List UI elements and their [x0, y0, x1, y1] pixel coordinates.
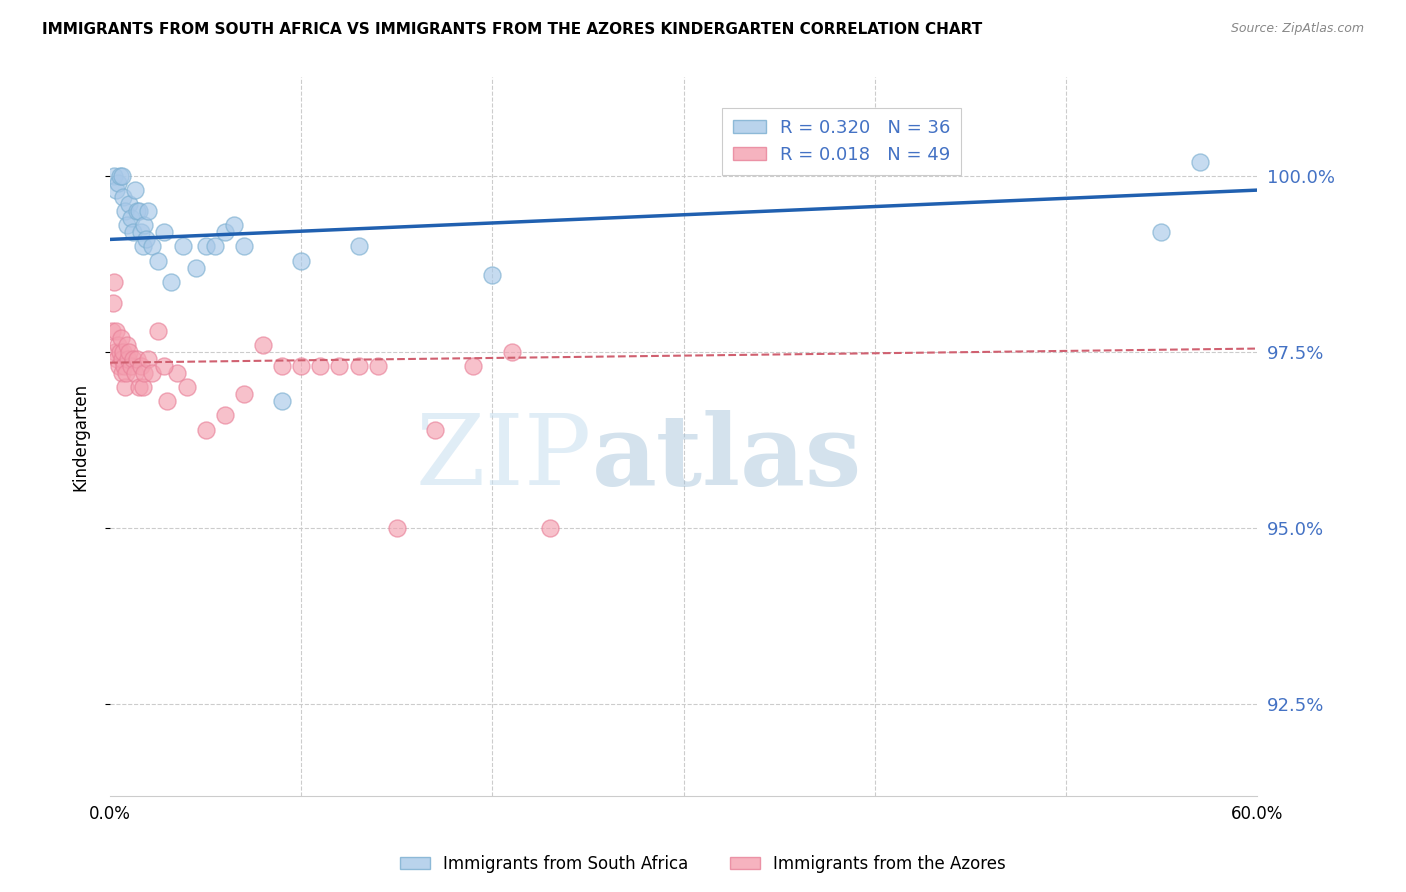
Point	[107, 359, 129, 374]
Point	[108, 345, 131, 359]
Legend: Immigrants from South Africa, Immigrants from the Azores: Immigrants from South Africa, Immigrants…	[394, 848, 1012, 880]
Point	[124, 366, 146, 380]
Point	[118, 197, 141, 211]
Point	[105, 352, 128, 367]
Point	[194, 239, 217, 253]
Point	[252, 338, 274, 352]
Point	[110, 169, 132, 183]
Point	[232, 239, 254, 253]
Point	[135, 232, 157, 246]
Point	[122, 352, 145, 367]
Point	[463, 359, 485, 374]
Point	[104, 324, 127, 338]
Point	[136, 204, 159, 219]
Point	[309, 359, 332, 374]
Point	[290, 359, 312, 374]
Point	[176, 380, 198, 394]
Point	[120, 359, 142, 374]
Point	[128, 380, 150, 394]
Point	[104, 345, 127, 359]
Point	[146, 253, 169, 268]
Text: ZIP: ZIP	[416, 410, 592, 506]
Point	[224, 219, 246, 233]
Point	[160, 275, 183, 289]
Point	[118, 345, 141, 359]
Y-axis label: Kindergarten: Kindergarten	[72, 383, 89, 491]
Point	[101, 324, 124, 338]
Point	[107, 176, 129, 190]
Point	[152, 226, 174, 240]
Point	[129, 359, 152, 374]
Point	[108, 169, 131, 183]
Point	[184, 260, 207, 275]
Text: Source: ZipAtlas.com: Source: ZipAtlas.com	[1230, 22, 1364, 36]
Point	[117, 338, 139, 352]
Point	[328, 359, 350, 374]
Point	[232, 387, 254, 401]
Point	[129, 226, 152, 240]
Point	[146, 324, 169, 338]
Point	[131, 239, 153, 253]
Point	[114, 380, 136, 394]
Point	[112, 190, 135, 204]
Point	[104, 183, 127, 197]
Point	[152, 359, 174, 374]
Point	[166, 366, 188, 380]
Point	[156, 394, 179, 409]
Point	[110, 366, 132, 380]
Point	[538, 521, 561, 535]
Legend: R = 0.320   N = 36, R = 0.018   N = 49: R = 0.320 N = 36, R = 0.018 N = 49	[723, 108, 962, 175]
Point	[124, 183, 146, 197]
Point	[134, 366, 156, 380]
Point	[103, 169, 125, 183]
Point	[125, 204, 148, 219]
Point	[110, 331, 132, 345]
Point	[214, 226, 236, 240]
Point	[115, 366, 138, 380]
Point	[347, 239, 370, 253]
Point	[128, 204, 150, 219]
Point	[1188, 155, 1211, 169]
Point	[271, 394, 294, 409]
Point	[107, 338, 129, 352]
Point	[271, 359, 294, 374]
Point	[204, 239, 226, 253]
Point	[114, 204, 136, 219]
Point	[134, 219, 156, 233]
Point	[501, 345, 523, 359]
Point	[423, 423, 446, 437]
Point	[136, 352, 159, 367]
Point	[347, 359, 370, 374]
Point	[103, 275, 125, 289]
Point	[101, 295, 124, 310]
Point	[111, 352, 134, 367]
Point	[1150, 226, 1173, 240]
Point	[112, 345, 135, 359]
Point	[131, 380, 153, 394]
Point	[214, 409, 236, 423]
Point	[117, 352, 139, 367]
Point	[125, 352, 148, 367]
Point	[385, 521, 408, 535]
Point	[481, 268, 503, 282]
Point	[290, 253, 312, 268]
Text: IMMIGRANTS FROM SOUTH AFRICA VS IMMIGRANTS FROM THE AZORES KINDERGARTEN CORRELAT: IMMIGRANTS FROM SOUTH AFRICA VS IMMIGRAN…	[42, 22, 983, 37]
Point	[122, 226, 145, 240]
Text: atlas: atlas	[592, 409, 862, 507]
Point	[172, 239, 194, 253]
Point	[141, 366, 163, 380]
Point	[120, 211, 142, 226]
Point	[117, 219, 139, 233]
Point	[194, 423, 217, 437]
Point	[367, 359, 389, 374]
Point	[112, 359, 135, 374]
Point	[141, 239, 163, 253]
